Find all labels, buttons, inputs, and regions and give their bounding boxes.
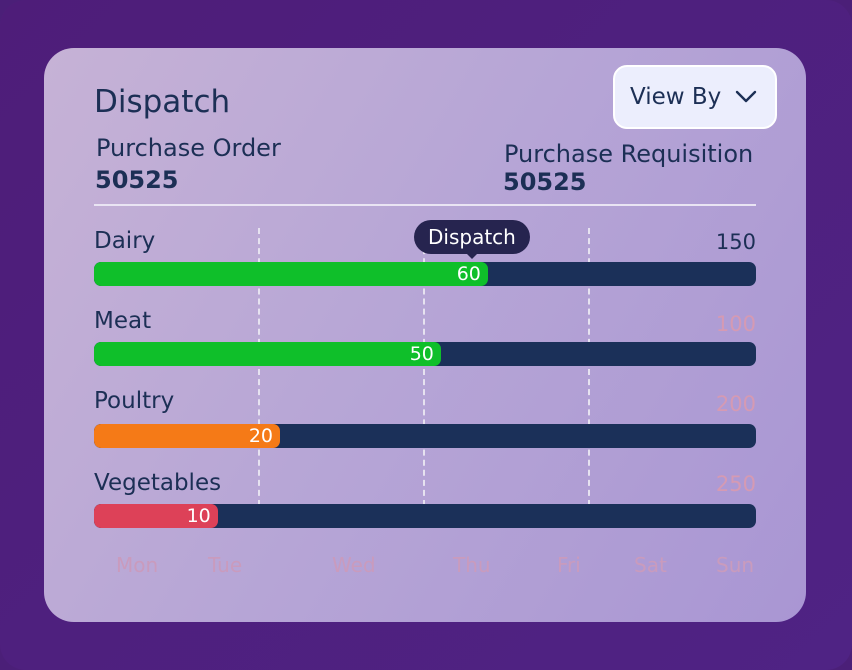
progress-track-poultry[interactable]: 20 <box>94 424 756 448</box>
day-label-fri: Fri <box>557 553 581 577</box>
row-label-meat: Meat <box>94 308 152 334</box>
purchase-requisition-value: 50525 <box>503 168 587 196</box>
dispatch-tooltip: Dispatch <box>414 220 530 259</box>
progress-track-vegetables[interactable]: 10 <box>94 504 756 528</box>
row-max-poultry: 200 <box>715 392 756 416</box>
day-label-sat: Sat <box>634 553 667 577</box>
purchase-requisition-label: Purchase Requisition <box>504 140 754 168</box>
purchase-order-label: Purchase Order <box>96 134 281 162</box>
row-max-dairy: 150 <box>715 230 756 254</box>
progress-fill-dairy: 60 <box>94 262 488 286</box>
purchase-order-value: 50525 <box>95 166 179 194</box>
chevron-down-icon <box>736 90 757 103</box>
grid-line <box>258 228 260 506</box>
progress-fill-meat: 50 <box>94 342 441 366</box>
progress-track-dairy[interactable]: 60 <box>94 262 756 286</box>
day-label-tue: Tue <box>208 553 243 577</box>
dispatch-card: Dispatch View By Purchase Order 50525 Pu… <box>44 48 806 622</box>
view-by-label: View By <box>630 84 722 110</box>
grid-line <box>423 228 425 506</box>
row-label-poultry: Poultry <box>94 388 175 414</box>
progress-fill-vegetables: 10 <box>94 504 218 528</box>
card-title: Dispatch <box>94 84 231 120</box>
row-max-vegetables: 250 <box>715 472 756 496</box>
grid-line <box>588 228 590 506</box>
row-label-vegetables: Vegetables <box>94 470 222 496</box>
progress-track-meat[interactable]: 50 <box>94 342 756 366</box>
day-label-wed: Wed <box>332 553 376 577</box>
row-max-meat: 100 <box>715 312 756 336</box>
day-label-sun: Sun <box>716 553 755 577</box>
view-by-dropdown[interactable]: View By <box>613 65 777 129</box>
day-label-mon: Mon <box>116 553 159 577</box>
row-label-dairy: Dairy <box>94 228 156 254</box>
progress-fill-poultry: 20 <box>94 424 281 448</box>
day-label-thu: Thu <box>453 553 491 577</box>
header-divider <box>94 204 756 206</box>
